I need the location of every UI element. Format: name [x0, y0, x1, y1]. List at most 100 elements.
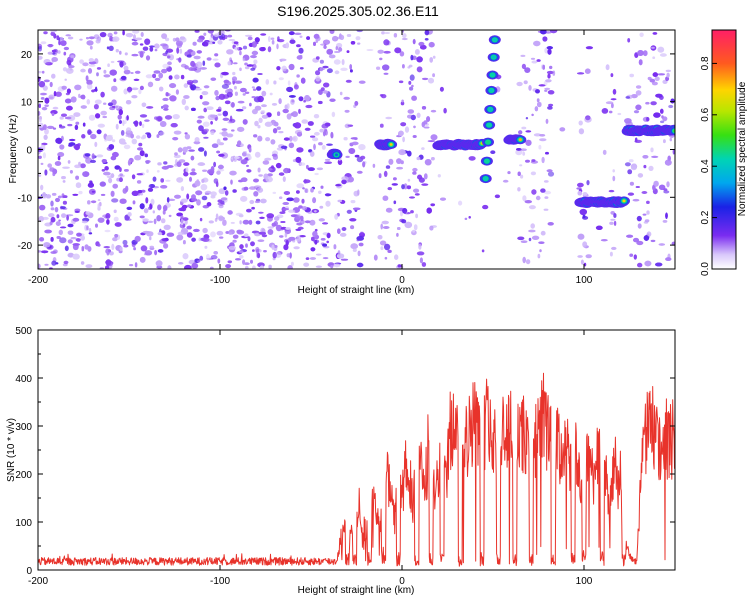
heatmap-noise-cell	[333, 244, 337, 250]
heatmap-noise-cell	[595, 225, 603, 230]
heatmap-noise-cell	[322, 243, 327, 247]
heatmap-noise-cell	[428, 41, 435, 48]
heatmap-noise-cell	[80, 94, 86, 100]
heatmap-noise-cell	[424, 38, 429, 41]
heatmap-noise-cell	[299, 35, 303, 38]
heatmap-noise-cell	[398, 149, 406, 156]
heatmap-noise-cell	[93, 104, 99, 110]
heatmap-noise-cell	[396, 232, 399, 237]
heatmap-noise-cell	[95, 113, 101, 119]
heatmap-noise-cell	[70, 237, 77, 240]
heatmap-noise-cell	[412, 171, 417, 175]
heatmap-noise-cell	[47, 51, 53, 55]
heatmap-noise-cell	[382, 226, 390, 229]
heatmap-noise-cell	[55, 137, 63, 144]
heatmap-noise-cell	[296, 235, 301, 242]
heatmap-noise-cell	[113, 216, 119, 222]
heatmap-noise-cell	[54, 207, 59, 213]
heatmap-noise-cell	[352, 207, 361, 211]
heatmap-noise-cell	[633, 110, 640, 114]
heatmap-noise-cell	[59, 144, 65, 150]
heatmap-noise-cell	[197, 260, 201, 263]
heatmap-noise-cell	[265, 79, 270, 85]
heatmap-noise-cell	[253, 191, 259, 197]
heatmap-noise-cell	[387, 187, 392, 191]
heatmap-noise-cell	[109, 69, 117, 76]
heatmap-noise-cell	[261, 104, 267, 108]
heatmap-noise-cell	[653, 112, 661, 118]
bottom-axis-ticks: -200 -100 0 100 0 100 200 300 400 500	[15, 326, 675, 587]
heatmap-noise-cell	[402, 64, 405, 69]
heatmap-noise-cell	[43, 79, 50, 83]
heatmap-noise-cell	[289, 252, 292, 259]
heatmap-noise-cell	[415, 213, 418, 219]
heatmap-noise-cell	[260, 33, 267, 36]
heatmap-noise-cell	[322, 65, 329, 69]
heatmap-noise-cell	[382, 64, 390, 71]
heatmap-noise-cell	[278, 98, 282, 105]
heatmap-noise-cell	[115, 49, 119, 53]
heatmap-noise-cell	[131, 53, 139, 57]
heatmap-noise-cell	[145, 197, 149, 204]
heatmap-noise-cell	[94, 86, 98, 93]
heatmap-noise-cell	[383, 50, 391, 54]
heatmap-noise-cell	[407, 109, 415, 114]
heatmap-noise-cell	[214, 62, 221, 68]
heatmap-noise-cell	[663, 139, 666, 144]
heatmap-noise-cell	[258, 117, 263, 124]
heatmap-noise-cell	[167, 55, 171, 59]
heatmap-noise-cell	[304, 220, 311, 224]
heatmap-noise-cell	[87, 246, 92, 252]
heatmap-noise-cell	[278, 131, 284, 134]
heatmap-noise-cell	[531, 113, 534, 117]
heatmap-noise-cell	[59, 226, 67, 229]
heatmap-noise-cell	[227, 210, 233, 215]
heatmap-noise-cell	[427, 140, 436, 143]
heatmap-noise-cell	[611, 103, 614, 109]
heatmap-noise-cell	[578, 128, 585, 135]
spectrogram-heatmap	[38, 30, 675, 269]
heatmap-noise-cell	[137, 147, 143, 151]
heatmap-noise-cell	[212, 41, 216, 44]
heatmap-noise-cell	[51, 57, 58, 62]
heatmap-noise-cell	[82, 171, 90, 177]
heatmap-noise-cell	[397, 264, 402, 268]
heatmap-noise-cell	[416, 66, 423, 73]
heatmap-noise-cell	[74, 124, 79, 130]
heatmap-noise-cell	[251, 50, 259, 56]
heatmap-noise-cell	[613, 220, 617, 226]
heatmap-noise-cell	[228, 231, 232, 235]
heatmap-noise-cell	[239, 220, 242, 225]
heatmap-noise-cell	[155, 115, 163, 122]
heatmap-noise-cell	[95, 39, 101, 44]
heatmap-noise-cell	[345, 155, 350, 158]
heatmap-noise-cell	[224, 190, 229, 196]
heatmap-noise-cell	[145, 160, 151, 163]
heatmap-noise-cell	[145, 55, 151, 61]
heatmap-noise-cell	[202, 60, 206, 66]
heatmap-noise-cell	[40, 92, 48, 96]
heatmap-noise-cell	[156, 215, 162, 222]
heatmap-noise-cell	[50, 200, 54, 207]
heatmap-noise-cell	[260, 110, 266, 114]
heatmap-noise-cell	[261, 114, 269, 119]
heatmap-noise-cell	[538, 241, 545, 244]
heatmap-noise-cell	[544, 47, 549, 54]
heatmap-noise-cell	[269, 92, 273, 96]
heatmap-noise-cell	[199, 255, 204, 261]
heatmap-noise-cell	[239, 244, 244, 250]
top-y-tick-label: 0	[26, 146, 32, 157]
heatmap-noise-cell	[232, 239, 237, 243]
heatmap-noise-cell	[291, 111, 298, 118]
heatmap-noise-cell	[210, 114, 217, 118]
heatmap-noise-cell	[547, 48, 552, 55]
heatmap-noise-cell	[411, 84, 414, 88]
heatmap-noise-cell	[68, 65, 75, 68]
heatmap-noise-cell	[286, 253, 290, 258]
heatmap-noise-cell	[400, 101, 405, 106]
heatmap-noise-cell	[203, 136, 209, 139]
heatmap-noise-cell	[321, 145, 326, 150]
heatmap-noise-cell	[409, 196, 415, 199]
heatmap-noise-cell	[635, 104, 642, 111]
heatmap-noise-cell	[152, 73, 157, 79]
